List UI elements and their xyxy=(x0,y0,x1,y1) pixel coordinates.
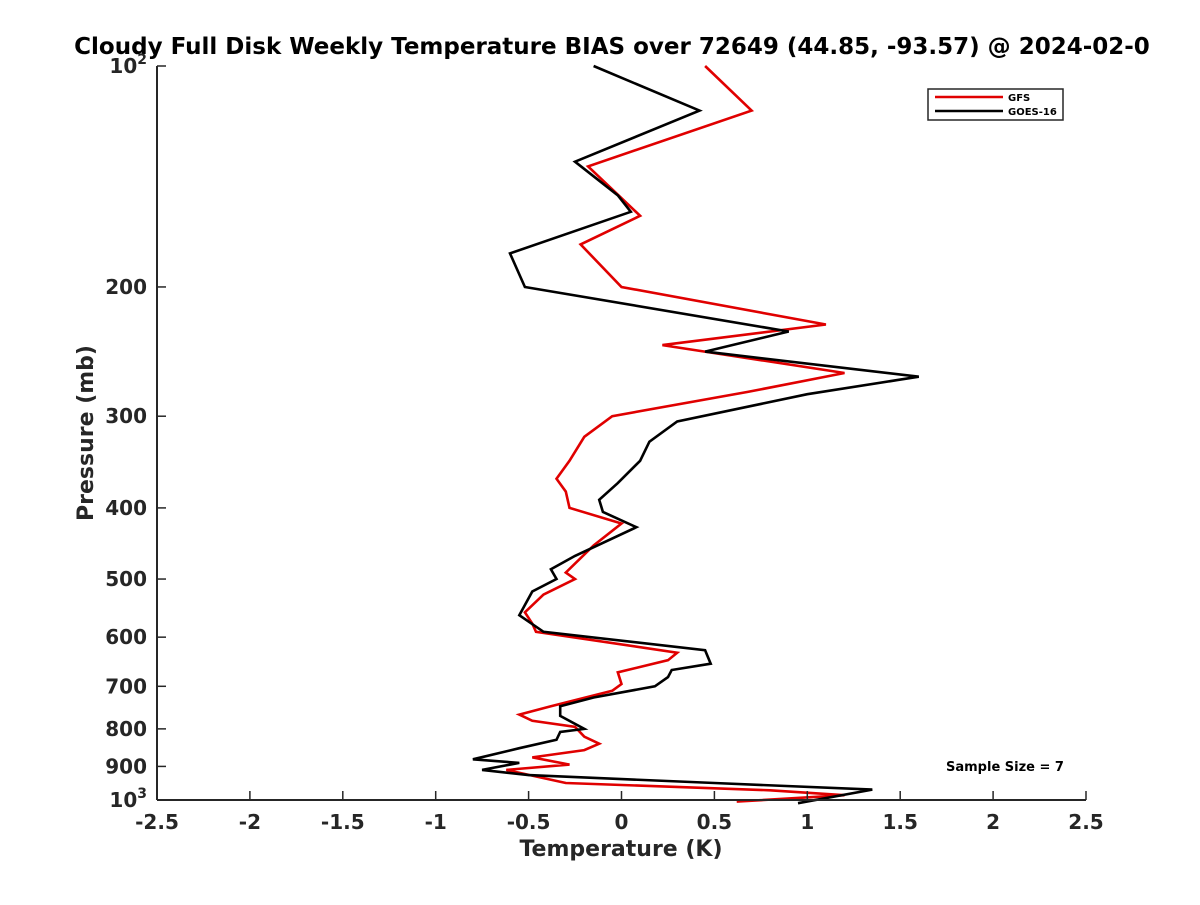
x-tick-label: -1 xyxy=(425,810,447,834)
y-tick-label: 102 xyxy=(109,52,147,78)
legend: GFS GOES-16 xyxy=(927,88,1064,121)
series-line-1 xyxy=(472,64,920,805)
y-tick-label: 300 xyxy=(105,404,147,428)
x-tick-label: 2 xyxy=(986,810,1000,834)
x-tick-label: 2.5 xyxy=(1068,810,1103,834)
x-axis-label: Temperature (K) xyxy=(519,837,722,862)
y-tick-label: 200 xyxy=(105,275,147,299)
y-tick-label: 500 xyxy=(105,567,147,591)
x-tick-label: -0.5 xyxy=(507,810,551,834)
legend-label-goes16: GOES-16 xyxy=(1008,107,1057,118)
y-axis-label: Pressure (mb) xyxy=(74,345,99,521)
x-tick-label: 1.5 xyxy=(882,810,917,834)
series-layer xyxy=(472,64,920,805)
x-ticks: -2.5 -2 -1.5 -1 -0.5 0 0.5 1 1.5 2 2.5 xyxy=(135,791,1104,834)
legend-box xyxy=(927,88,1064,121)
x-tick-label: 1 xyxy=(800,810,814,834)
y-tick-label: 700 xyxy=(105,674,147,698)
legend-label-gfs: GFS xyxy=(1008,93,1030,104)
y-tick-label: 600 xyxy=(105,625,147,649)
x-tick-label: -1.5 xyxy=(321,810,365,834)
x-tick-label: 0 xyxy=(615,810,629,834)
y-ticks: 102 200 300 400 500 600 700 800 900 103 xyxy=(105,52,166,812)
y-tick-label: 800 xyxy=(105,717,147,741)
x-tick-label: -2.5 xyxy=(135,810,179,834)
chart-title: Cloudy Full Disk Weekly Temperature BIAS… xyxy=(74,34,1150,60)
y-tick-label: 400 xyxy=(105,496,147,520)
sample-size-annotation: Sample Size = 7 xyxy=(946,760,1064,775)
series-line-0 xyxy=(506,65,845,803)
y-tick-label: 900 xyxy=(105,754,147,778)
axes-layer xyxy=(156,66,1086,801)
x-tick-label: 0.5 xyxy=(697,810,732,834)
x-tick-label: -2 xyxy=(239,810,261,834)
y-tick-label: 103 xyxy=(109,786,147,812)
